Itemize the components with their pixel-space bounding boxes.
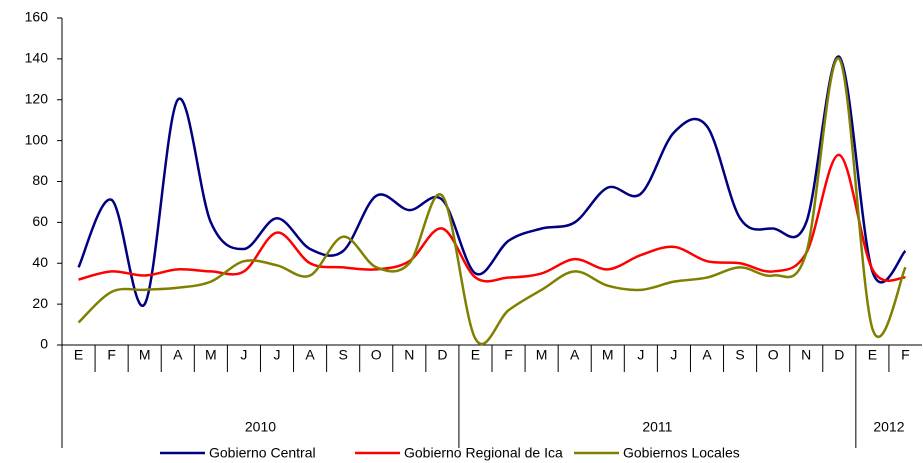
x-tick-label: M — [602, 347, 614, 363]
y-tick-label: 140 — [25, 50, 49, 66]
x-tick-label: A — [305, 347, 315, 363]
x-tick-label: N — [801, 347, 811, 363]
year-label: 2012 — [873, 419, 904, 435]
x-tick-label: E — [74, 347, 83, 363]
year-label: 2011 — [642, 419, 672, 435]
x-tick-label: D — [834, 347, 844, 363]
y-tick-label: 60 — [32, 213, 48, 229]
x-tick-label: F — [901, 347, 910, 363]
y-tick-label: 100 — [25, 131, 49, 147]
x-tick-label: E — [471, 347, 480, 363]
x-tick-label: J — [670, 347, 677, 363]
y-tick-label: 0 — [40, 336, 48, 352]
x-tick-label: O — [768, 347, 779, 363]
x-tick-label: F — [107, 347, 116, 363]
legend-label: Gobiernos Locales — [623, 445, 740, 461]
x-tick-label: E — [868, 347, 877, 363]
x-tick-label: A — [570, 347, 580, 363]
y-tick-label: 160 — [25, 9, 49, 25]
legend-label: Gobierno Regional de Ica — [404, 445, 563, 461]
y-tick-label: 80 — [32, 172, 48, 188]
x-tick-label: O — [371, 347, 382, 363]
x-tick-label: S — [735, 347, 744, 363]
x-tick-label: S — [338, 347, 347, 363]
x-tick-label: A — [173, 347, 183, 363]
series-line — [77, 57, 907, 346]
x-tick-label: N — [404, 347, 414, 363]
x-tick-label: A — [702, 347, 712, 363]
x-tick-label: F — [504, 347, 513, 363]
y-tick-label: 120 — [25, 90, 49, 106]
x-tick-label: J — [240, 347, 247, 363]
year-label: 2010 — [245, 419, 276, 435]
x-tick-label: J — [274, 347, 281, 363]
x-tick-label: M — [205, 347, 217, 363]
x-tick-label: J — [637, 347, 644, 363]
x-tick-label: M — [139, 347, 151, 363]
x-tick-label: M — [536, 347, 548, 363]
y-tick-label: 40 — [32, 254, 48, 270]
series-line — [77, 55, 907, 308]
legend-label: Gobierno Central — [209, 445, 316, 461]
series-line — [78, 153, 906, 283]
y-tick-label: 20 — [32, 295, 48, 311]
x-tick-label: D — [437, 347, 447, 363]
